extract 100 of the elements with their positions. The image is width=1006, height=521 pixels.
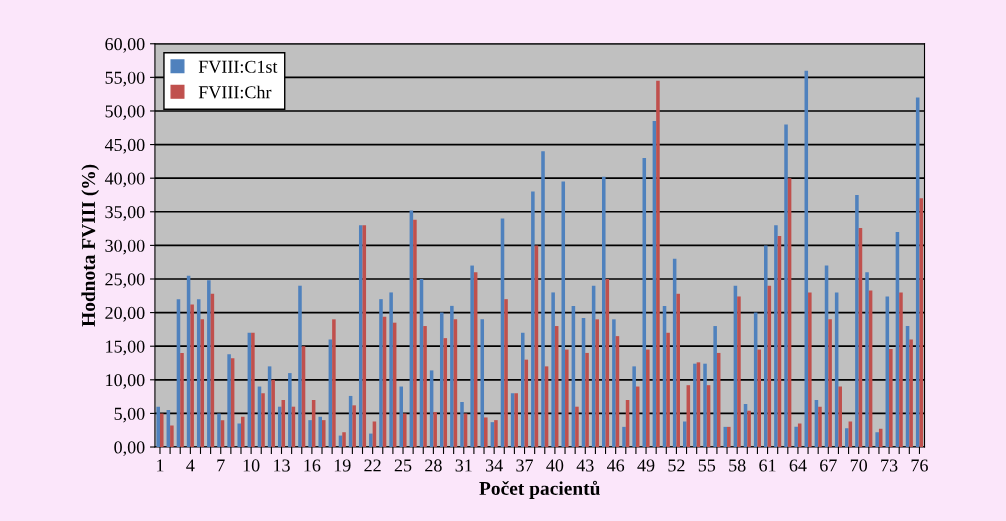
bar [602, 176, 606, 448]
bar [612, 319, 616, 448]
bar [484, 417, 488, 448]
bar [784, 124, 788, 448]
bar [342, 432, 346, 448]
bar [919, 198, 923, 448]
x-tick-label: 1 [157, 459, 164, 472]
bar [514, 393, 518, 448]
bar [747, 410, 751, 448]
bar [889, 348, 893, 448]
bar [271, 379, 275, 448]
bar [318, 416, 323, 448]
x-tick-label: 73 [881, 459, 898, 472]
y-tick-label: 5,00 [114, 407, 145, 423]
x-tick-label: 7 [217, 459, 225, 472]
bar [413, 219, 417, 448]
bar [277, 406, 282, 448]
bar [632, 366, 636, 448]
y-tick-label: 15,00 [106, 340, 145, 356]
bar [666, 332, 670, 448]
y-tick-label: 45,00 [104, 138, 145, 154]
y-axis-title: Hodnota FVIII (%) [81, 164, 100, 327]
bar [585, 352, 589, 448]
y-tick-label: 35,00 [105, 206, 145, 221]
bar [561, 181, 566, 448]
bar [358, 225, 363, 448]
bar [828, 319, 832, 448]
y-tick-label: 55,00 [105, 71, 145, 87]
bar [642, 158, 647, 448]
bar [683, 421, 687, 448]
x-tick-label: 34 [485, 459, 503, 472]
bar [774, 225, 778, 448]
bar [764, 245, 768, 448]
bar [298, 285, 302, 448]
bar [403, 413, 407, 448]
bar [565, 349, 569, 448]
bar [288, 373, 292, 448]
bar [379, 299, 383, 448]
x-tick-label: 13 [274, 459, 290, 472]
y-tick-label: 30,00 [105, 239, 145, 255]
x-tick-label: 55 [698, 459, 716, 472]
bar [622, 426, 626, 448]
x-tick-label: 67 [820, 459, 837, 472]
bar [217, 413, 221, 448]
bar [439, 312, 444, 448]
bar [646, 349, 650, 448]
bar [460, 401, 464, 448]
x-tick-label: 43 [576, 459, 594, 472]
x-tick-label: 61 [759, 459, 776, 472]
bar [352, 405, 356, 448]
x-axis-title: Počet pacientů [479, 480, 600, 499]
bar [237, 423, 241, 448]
x-tick-label: 58 [729, 459, 746, 472]
y-tick-label: 25,00 [105, 273, 145, 289]
bar [251, 332, 255, 448]
y-tick-label: 0,00 [114, 441, 145, 457]
bar [504, 299, 508, 448]
bar [693, 363, 697, 448]
bar [200, 319, 205, 448]
bar [909, 339, 913, 448]
bar [308, 420, 312, 448]
x-tick-label: 64 [789, 459, 807, 472]
bar [227, 354, 231, 448]
x-tick-label: 4 [186, 459, 195, 472]
bar [794, 426, 798, 448]
bar [450, 305, 454, 448]
bar [818, 406, 822, 448]
bar [480, 319, 485, 448]
bar [159, 413, 164, 448]
bar [855, 194, 859, 448]
bar [531, 191, 535, 448]
bar [389, 292, 393, 448]
x-tick-label: 25 [394, 459, 412, 472]
bar [541, 151, 545, 448]
bar [808, 292, 812, 448]
bar [207, 280, 211, 448]
bar [261, 393, 265, 448]
bar [676, 293, 680, 448]
x-tick-label: 52 [668, 459, 685, 472]
legend-label: FVIII:Chr [198, 85, 272, 99]
bar [241, 416, 245, 448]
bar [190, 304, 194, 448]
x-tick-label: 76 [911, 459, 928, 472]
bar [713, 326, 717, 448]
bar [399, 386, 404, 448]
bar [595, 319, 599, 448]
bar [575, 406, 579, 448]
x-tick-label: 37 [516, 459, 534, 472]
bar [656, 80, 660, 448]
bar [703, 363, 707, 448]
bar [170, 425, 174, 448]
x-tick-label: 19 [334, 459, 351, 472]
x-tick-label: 49 [637, 459, 655, 472]
bar [180, 352, 184, 448]
y-tick-label: 20,00 [105, 306, 145, 322]
legend-label: FVIII:C1st [198, 60, 278, 73]
x-tick-label: 22 [364, 459, 381, 472]
bar [332, 319, 336, 448]
y-tick-label: 60,00 [105, 38, 145, 53]
bar [369, 433, 373, 448]
